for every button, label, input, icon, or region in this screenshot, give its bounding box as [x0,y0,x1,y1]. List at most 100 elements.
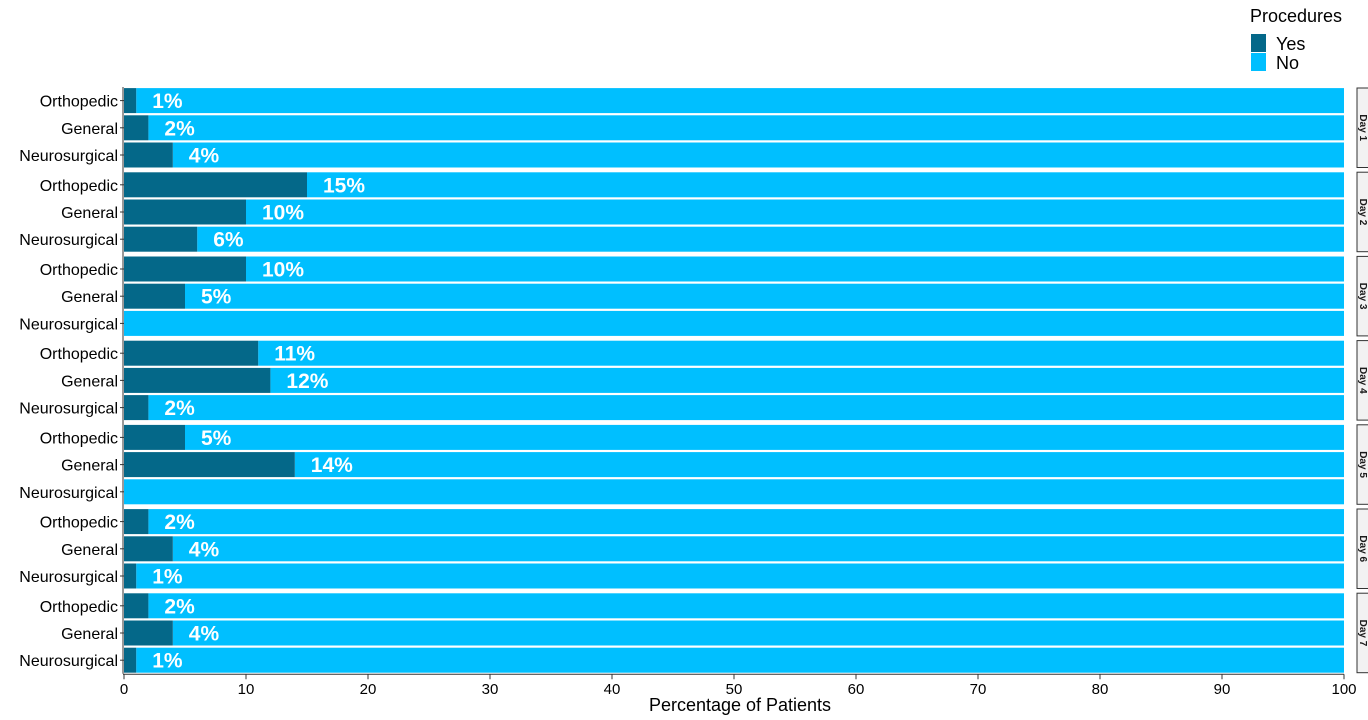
bar-yes [124,395,149,421]
facet-strip [1356,87,1368,168]
bar-yes [124,593,149,619]
bar-yes [124,115,149,141]
bar-yes [124,367,271,393]
bar-yes [124,199,246,225]
bar-yes [124,172,307,198]
data-label: 4% [189,623,220,646]
bar-no [307,172,1344,198]
x-tick-label: 30 [482,681,499,698]
bar-yes [124,563,137,589]
x-tick-label: 60 [848,681,865,698]
bar-yes [124,226,198,252]
bar-no [197,226,1345,252]
category-label: Neurosurgical [19,401,118,418]
facet-strip-label: Day 3 [1357,283,1368,310]
facet-strip [1356,592,1368,674]
data-label: 4% [189,538,220,561]
legend-label-yes: Yes [1276,34,1305,54]
bar-yes [124,424,185,450]
bar-no [270,367,1344,393]
category-label: Orthopedic [40,94,118,111]
x-axis-title: Percentage of Patients [649,695,831,715]
bar-yes [124,142,173,168]
bar-no [148,115,1344,141]
data-label: 2% [164,595,195,618]
plot-area: Day 1 Orthopedic 1% General 2% Neurosurgical 4… [19,87,1368,698]
bar-no [172,620,1344,646]
data-label: 12% [286,370,328,393]
bar-yes [124,256,246,282]
bar-no [124,310,1344,336]
bar-no [246,256,1344,282]
facet-strip-label: Day 6 [1357,535,1368,562]
legend-title: Procedures [1250,6,1342,26]
legend-label-no: No [1276,53,1299,73]
category-label: Neurosurgical [19,485,118,502]
bar-yes [124,509,149,535]
data-label: 1% [152,90,183,113]
bar-no [148,593,1344,619]
bar-no [124,479,1344,505]
bar-no [246,199,1344,225]
x-tick-label: 70 [970,681,987,698]
bar-no [185,283,1344,309]
data-label: 4% [189,145,220,168]
facet-strip-label: Day 7 [1357,620,1368,647]
facet-strip-label: Day 4 [1357,367,1368,394]
x-tick-label: 20 [360,681,377,698]
facet-strip-label: Day 1 [1357,114,1368,141]
category-label: Orthopedic [40,178,118,195]
category-label: General [61,289,118,306]
data-label: 1% [152,566,183,589]
bar-no [172,142,1344,168]
data-label: 10% [262,259,304,282]
data-label: 14% [311,454,353,477]
data-label: 11% [274,343,315,366]
facet-strip [1356,171,1368,253]
x-tick-label: 40 [604,681,621,698]
x-tick-label: 0 [120,681,128,698]
bar-no [185,424,1344,450]
bar-no [148,509,1344,535]
bar-yes [124,536,173,562]
x-tick-label: 50 [726,681,743,698]
bar-no [172,536,1344,562]
bar-no [136,88,1345,114]
data-label: 2% [164,511,195,534]
x-tick-label: 90 [1214,681,1231,698]
category-label: Neurosurgical [19,653,118,670]
category-label: General [61,205,118,222]
x-tick-label: 80 [1092,681,1109,698]
bar-yes [124,452,295,478]
bar-yes [124,340,259,366]
bar-no [148,395,1344,421]
bar-yes [124,647,137,673]
facet-strip-label: Day 5 [1357,451,1368,478]
data-label: 1% [152,650,183,673]
x-tick-label: 10 [238,681,255,698]
category-label: Orthopedic [40,515,118,532]
category-label: Orthopedic [40,599,118,616]
category-label: Orthopedic [40,262,118,279]
bar-no [294,452,1344,478]
category-label: Neurosurgical [19,232,118,249]
category-label: General [61,373,118,390]
data-label: 2% [164,397,195,420]
category-label: General [61,121,118,138]
bar-yes [124,620,173,646]
category-label: General [61,458,118,475]
facet-strip [1356,255,1368,337]
bar-yes [124,283,185,309]
category-label: General [61,626,118,643]
data-label: 10% [262,202,304,225]
legend-swatch-yes [1251,34,1266,52]
category-label: Neurosurgical [19,569,118,586]
category-label: General [61,542,118,559]
facet-strip [1356,508,1368,589]
facet-strip-label: Day 2 [1357,199,1368,226]
category-label: Neurosurgical [19,148,118,165]
x-tick-label: 100 [1331,681,1356,698]
data-label: 5% [201,286,232,309]
data-label: 15% [323,174,365,197]
